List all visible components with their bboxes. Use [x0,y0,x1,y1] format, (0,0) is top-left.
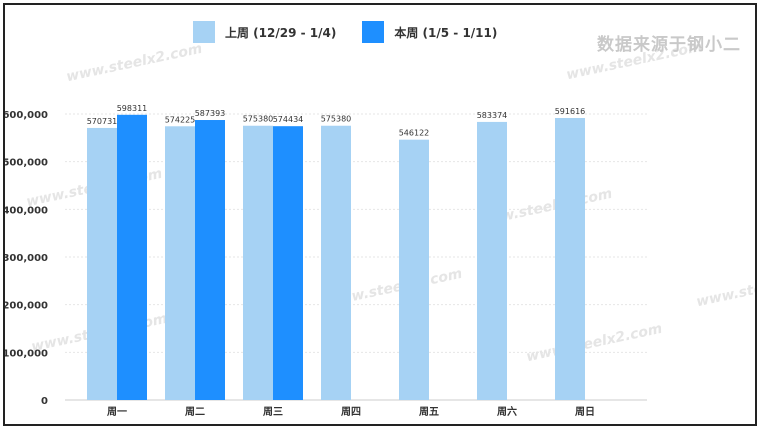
bar [273,126,303,400]
data-label: 598311 [117,104,148,113]
bar-chart: 0 100,000 200,000 300,000 400,000 500,000 600,… [5,104,647,418]
data-label: 575380 [243,115,274,124]
legend-item-this-week[interactable]: 本周 (1/5 - 1/11) [362,21,497,43]
y-tick-label: 200,000 [5,301,48,312]
bar [195,120,225,400]
bar [321,125,351,400]
bar [165,126,195,401]
data-label: 587393 [195,109,226,118]
x-tick-label: 周四 [341,406,361,418]
x-tick-label: 周三 [263,406,283,418]
x-tick-label: 周二 [185,406,205,418]
legend-label: 本周 (1/5 - 1/11) [394,25,498,40]
x-tick-label: 周六 [497,405,517,418]
bar [555,117,585,401]
x-tick-label: 周五 [419,406,439,418]
data-label: 546122 [399,129,430,138]
bar [87,127,117,401]
data-label: 574225 [165,115,196,124]
legend-label: 上周 (12/29 - 1/4) [225,25,337,40]
chart-frame: www.steelx2.com www.steelx2.com www.stee… [3,3,757,426]
x-tick-label: 周一 [107,406,127,418]
data-label: 591616 [555,107,586,116]
chart-legend: 上周 (12/29 - 1/4) 本周 (1/5 - 1/11) [193,21,523,43]
data-source-text: 数据来源于钢小二 [597,35,741,55]
data-label: 574434 [273,115,304,124]
x-tick-label: 周日 [575,406,595,418]
data-label: 570731 [87,117,118,126]
data-label: 583374 [477,111,508,120]
bar [399,139,429,401]
legend-item-last-week[interactable]: 上周 (12/29 - 1/4) [193,21,336,43]
y-tick-label: 0 [41,396,48,407]
legend-swatch [362,21,385,43]
data-label: 575380 [321,115,352,124]
bar [117,114,147,401]
bar [477,121,507,401]
legend-swatch [193,21,215,43]
bar [243,125,273,400]
y-tick-label: 600,000 [5,110,48,121]
y-tick-label: 100,000 [5,348,48,359]
y-tick-label: 500,000 [5,158,48,169]
y-tick-label: 400,000 [5,205,48,216]
y-tick-label: 300,000 [5,253,48,264]
